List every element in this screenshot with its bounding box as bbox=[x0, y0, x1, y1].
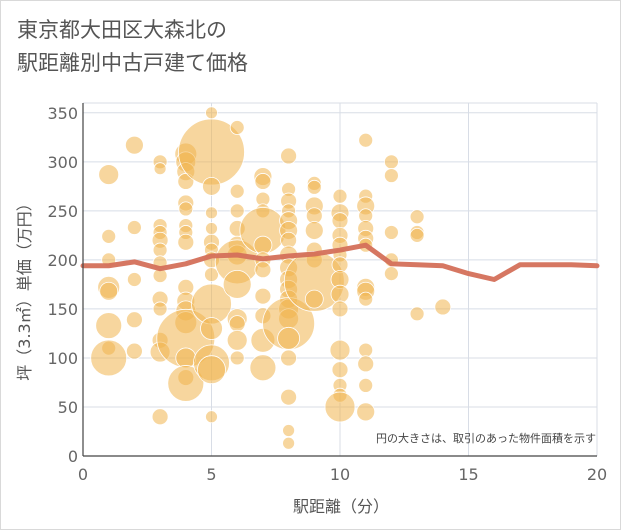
bubble-point bbox=[383, 154, 399, 170]
y-tick-label: 250 bbox=[47, 202, 78, 221]
bubble-point bbox=[228, 315, 246, 333]
bubble-point bbox=[151, 408, 169, 426]
bubble-point bbox=[95, 312, 123, 339]
bubble-point bbox=[331, 212, 349, 230]
bubble-point bbox=[178, 201, 194, 217]
bubble-point bbox=[205, 206, 218, 220]
bubble-point bbox=[175, 347, 197, 369]
y-tick-label: 150 bbox=[47, 300, 78, 319]
x-tick-label: 15 bbox=[458, 465, 478, 484]
bubble-point bbox=[383, 225, 399, 240]
bubble-point bbox=[124, 135, 144, 155]
bubble-point bbox=[282, 436, 296, 450]
y-tick-label: 300 bbox=[47, 153, 78, 172]
tick-labels: 0 50 100 150 200 250 300 350 0 5 10 15 20 bbox=[47, 104, 607, 484]
bubble-point bbox=[409, 209, 425, 225]
bubble-point bbox=[126, 220, 142, 235]
bubble-point bbox=[229, 120, 245, 135]
bubble-point bbox=[282, 424, 296, 437]
y-tick-label: 50 bbox=[58, 398, 78, 417]
bubble-point bbox=[304, 221, 324, 240]
bubble-point bbox=[434, 298, 452, 316]
bubble-series bbox=[90, 106, 452, 450]
bubble-point bbox=[90, 339, 128, 377]
y-axis-label: 坪（3.3㎡）単価（万円） bbox=[15, 195, 34, 380]
bubble-point bbox=[358, 132, 374, 148]
bubble-point bbox=[306, 179, 322, 195]
bubble-point bbox=[358, 291, 374, 307]
bubble-point bbox=[356, 402, 376, 422]
bubble-point bbox=[249, 354, 277, 382]
bubble-point bbox=[253, 235, 273, 255]
bubble-point bbox=[167, 365, 205, 402]
bubble-point bbox=[205, 410, 218, 424]
bubble-point bbox=[99, 281, 119, 301]
bubble-point bbox=[222, 270, 252, 299]
y-tick-label: 350 bbox=[47, 104, 78, 123]
title-line-2: 駅距離別中古戸建て価格 bbox=[17, 51, 248, 75]
bubble-point bbox=[280, 388, 298, 406]
bubble-point bbox=[229, 350, 245, 366]
bubble-point bbox=[205, 222, 218, 235]
bubble-point bbox=[358, 377, 374, 393]
bubble-point bbox=[280, 349, 298, 367]
bubble-point bbox=[226, 329, 248, 351]
bubble-point bbox=[200, 317, 223, 340]
bubble-point bbox=[357, 355, 375, 373]
chart-title: 東京都大田区大森北の 駅距離別中古戸建て価格 bbox=[17, 14, 417, 80]
bubble-point bbox=[254, 287, 272, 305]
bubble-point bbox=[358, 342, 374, 358]
bubble-point bbox=[324, 391, 356, 423]
bubble-point bbox=[204, 267, 219, 282]
trend-line-group bbox=[80, 242, 600, 282]
bubble-point bbox=[101, 228, 117, 244]
bubble-point bbox=[197, 355, 226, 385]
bubble-point bbox=[229, 183, 245, 199]
bubble-point bbox=[254, 261, 272, 279]
x-tick-label: 20 bbox=[587, 465, 607, 484]
bubble-point bbox=[331, 361, 349, 379]
y-tick-label: 0 bbox=[68, 447, 78, 466]
bubble-point bbox=[202, 176, 221, 196]
x-tick-label: 10 bbox=[330, 465, 350, 484]
bubble-point bbox=[126, 272, 142, 287]
bubble-point bbox=[177, 173, 195, 190]
bubble-point bbox=[409, 306, 425, 322]
bubble-point bbox=[177, 233, 195, 251]
bubble-point bbox=[280, 147, 298, 165]
bubble-point bbox=[152, 242, 168, 258]
x-tick-label: 5 bbox=[206, 465, 216, 484]
bubble-point bbox=[277, 326, 301, 350]
bubble-point bbox=[153, 162, 167, 176]
bubble-point bbox=[331, 300, 349, 318]
axes bbox=[82, 103, 597, 457]
bubble-point bbox=[383, 168, 399, 183]
bubble-point bbox=[125, 311, 143, 329]
y-tick-label: 100 bbox=[47, 349, 78, 368]
bubble-point bbox=[329, 339, 351, 361]
bubble-point bbox=[205, 106, 218, 120]
bubble-point bbox=[332, 188, 348, 204]
bubble-point bbox=[254, 173, 272, 190]
bubble-point bbox=[152, 301, 168, 317]
bubble-point bbox=[330, 284, 350, 304]
bubble-point bbox=[383, 266, 399, 282]
trend-line bbox=[80, 242, 600, 282]
x-tick-label: 0 bbox=[78, 465, 88, 484]
bubble-point bbox=[304, 289, 324, 309]
title-line-1: 東京都大田区大森北の bbox=[17, 18, 227, 42]
bubble-point bbox=[98, 164, 120, 185]
x-axis-label: 駅距離（分） bbox=[293, 497, 389, 516]
size-annotation: 円の大きさは、取引のあった物件面積を示す bbox=[376, 431, 596, 445]
bubble-point bbox=[409, 227, 425, 243]
bubble-point bbox=[125, 342, 143, 360]
y-tick-label: 200 bbox=[47, 251, 78, 270]
bubble-point bbox=[229, 203, 245, 219]
